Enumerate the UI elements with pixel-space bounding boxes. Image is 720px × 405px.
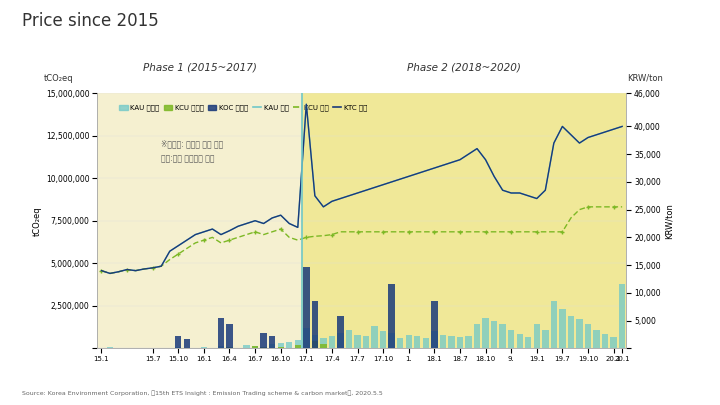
Bar [346, 330, 352, 348]
Bar [337, 316, 343, 348]
Bar [226, 347, 233, 348]
Y-axis label: KRW/ton: KRW/ton [665, 203, 674, 239]
Bar [456, 337, 463, 348]
Bar [217, 318, 224, 348]
Y-axis label: tCO₂eq: tCO₂eq [33, 206, 42, 236]
Bar [175, 337, 181, 348]
Bar [508, 330, 514, 348]
Bar [551, 301, 557, 348]
Bar [491, 321, 498, 348]
Bar [363, 337, 369, 348]
Bar [201, 347, 207, 348]
Bar [235, 347, 241, 348]
Bar [440, 335, 446, 348]
Bar [277, 347, 284, 348]
Bar [286, 342, 292, 348]
Bar [559, 309, 566, 348]
Bar [465, 335, 472, 348]
Bar [474, 324, 480, 348]
Bar [192, 347, 199, 348]
Text: Source: Korea Environment Corporation, 、15th ETS Insight : Emission Trading sche: Source: Korea Environment Corporation, 、… [22, 390, 382, 396]
Bar [269, 343, 275, 348]
Bar [329, 337, 335, 348]
Bar [405, 335, 412, 348]
Bar [184, 339, 190, 348]
Text: tCO₂eq: tCO₂eq [45, 74, 74, 83]
Bar [226, 324, 233, 348]
Text: 가격:대단 바조권도 포함: 가격:대단 바조권도 포함 [161, 154, 215, 163]
Bar [389, 284, 395, 348]
Bar [542, 330, 549, 348]
Bar [320, 344, 327, 348]
Bar [320, 338, 327, 348]
Bar [312, 335, 318, 348]
Bar [372, 326, 378, 348]
Bar [97, 93, 302, 348]
Bar [302, 93, 626, 348]
Bar [567, 316, 574, 348]
Bar [337, 333, 343, 348]
Bar [312, 301, 318, 348]
Bar [482, 318, 489, 348]
Bar [585, 324, 591, 348]
Bar [534, 324, 540, 348]
Bar [107, 347, 113, 348]
Bar [261, 347, 267, 348]
Text: KRW/ton: KRW/ton [628, 74, 663, 83]
Bar [261, 333, 267, 348]
Bar [593, 330, 600, 348]
Bar [217, 346, 224, 348]
Bar [303, 328, 310, 348]
Bar [602, 334, 608, 348]
Bar [312, 341, 318, 348]
Text: Phase 1 (2015~2017): Phase 1 (2015~2017) [143, 63, 256, 73]
Bar [423, 338, 429, 348]
Bar [576, 320, 582, 348]
Bar [252, 346, 258, 348]
Bar [226, 347, 233, 348]
Bar [611, 337, 617, 348]
Bar [449, 337, 454, 348]
Text: ※거래량: 국내외 거래 기준: ※거래량: 국내외 거래 기준 [161, 139, 223, 148]
Bar [354, 335, 361, 348]
Bar [619, 284, 626, 348]
Bar [294, 341, 301, 348]
Bar [431, 301, 438, 348]
Bar [389, 333, 395, 348]
Bar [414, 337, 420, 348]
Text: Price since 2015: Price since 2015 [22, 12, 158, 30]
Bar [269, 335, 275, 348]
Bar [525, 337, 531, 348]
Bar [516, 334, 523, 348]
Bar [252, 345, 258, 348]
Bar [243, 345, 250, 348]
Bar [294, 345, 301, 348]
Bar [431, 331, 438, 348]
Text: Phase 2 (2018~2020): Phase 2 (2018~2020) [408, 63, 521, 73]
Bar [175, 347, 181, 348]
Legend: KAU 거래량, KCU 거래량, KOC 거래량, KAU 가격, KCU 가격, KTC 가격: KAU 거래량, KCU 거래량, KOC 거래량, KAU 가격, KCU 가… [117, 102, 370, 114]
Bar [500, 324, 506, 348]
Bar [397, 338, 403, 348]
Bar [303, 266, 310, 348]
Bar [380, 331, 387, 348]
Bar [277, 343, 284, 348]
